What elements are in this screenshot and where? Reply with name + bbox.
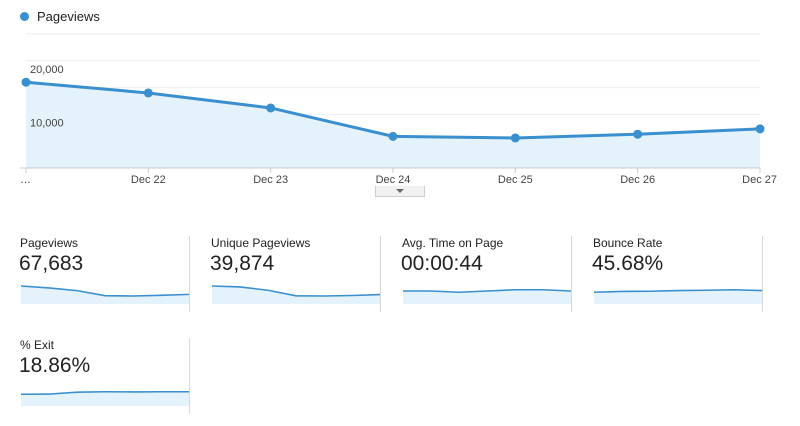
x-tick-label: … xyxy=(20,174,31,186)
sparkline-area xyxy=(21,391,189,406)
metric-value: 18.86% xyxy=(19,354,91,377)
metric-label: Unique Pageviews xyxy=(211,236,311,250)
collapse-chart-button[interactable] xyxy=(375,186,425,197)
sparkline-line xyxy=(403,288,571,294)
sparkline-line xyxy=(594,288,762,294)
metric-sparkline xyxy=(21,390,189,406)
metric-label: Pageviews xyxy=(20,236,79,250)
sparkline-area xyxy=(594,289,762,304)
x-tick-label: Dec 24 xyxy=(376,174,411,186)
data-point[interactable] xyxy=(755,124,765,134)
metric-tile[interactable]: Unique Pageviews 39,874 xyxy=(191,236,381,312)
tile-divider xyxy=(571,236,572,312)
data-point[interactable] xyxy=(143,88,153,98)
sparkline-line xyxy=(21,285,189,297)
x-tick-label: Dec 22 xyxy=(131,174,166,186)
y-tick-label: 10,000 xyxy=(30,117,64,129)
metric-sparkline xyxy=(403,288,571,304)
data-point[interactable] xyxy=(21,77,31,87)
metric-value: 00:00:44 xyxy=(401,252,483,275)
x-tick-label: Dec 27 xyxy=(742,174,777,186)
data-point[interactable] xyxy=(510,133,520,143)
metric-tile[interactable]: Avg. Time on Page 00:00:44 xyxy=(382,236,572,312)
metric-sparkline xyxy=(212,285,380,304)
series-area xyxy=(26,82,760,168)
sparkline-line xyxy=(21,390,189,396)
metric-label: Avg. Time on Page xyxy=(402,236,504,250)
sparkline-area xyxy=(403,289,571,304)
metric-value: 45.68% xyxy=(592,252,664,275)
metric-sparkline xyxy=(594,288,762,304)
tile-divider xyxy=(189,338,190,414)
tile-divider xyxy=(380,236,381,312)
metric-tile[interactable]: Pageviews 67,683 xyxy=(0,236,190,312)
metric-tile[interactable]: Bounce Rate 45.68% xyxy=(573,236,763,312)
tile-divider xyxy=(189,236,190,312)
metric-label: Bounce Rate xyxy=(593,236,663,250)
data-point[interactable] xyxy=(633,129,643,139)
x-tick-label: Dec 23 xyxy=(253,174,288,186)
metric-tile[interactable]: % Exit 18.86% xyxy=(0,338,190,414)
metric-sparkline xyxy=(21,285,189,304)
metric-label: % Exit xyxy=(20,338,55,352)
x-tick-label: Dec 26 xyxy=(620,174,655,186)
data-point[interactable] xyxy=(266,103,276,113)
legend-dot-icon xyxy=(20,12,29,21)
sparkline-line xyxy=(212,285,380,297)
sparkline-area xyxy=(212,286,380,304)
x-tick-label: Dec 25 xyxy=(498,174,533,186)
pageviews-line-chart: 20,000 10,000 … Dec 22 Dec 23 Dec 24 Dec 25 Dec… xyxy=(20,33,777,186)
metric-value: 67,683 xyxy=(19,252,84,275)
data-point[interactable] xyxy=(388,131,398,141)
legend-label: Pageviews xyxy=(37,9,100,24)
y-tick-label: 20,000 xyxy=(30,64,64,76)
caret-down-icon xyxy=(396,189,404,193)
sparkline-area xyxy=(21,286,189,304)
chart-legend[interactable]: Pageviews xyxy=(20,9,100,24)
metric-value: 39,874 xyxy=(210,252,275,275)
tile-divider xyxy=(762,236,763,312)
